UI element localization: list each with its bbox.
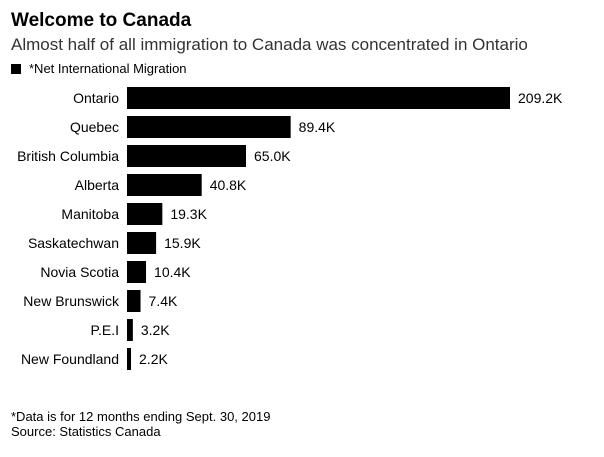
value-label: 7.4K <box>149 293 178 309</box>
legend-label: *Net International Migration <box>29 61 187 76</box>
bar <box>127 145 247 167</box>
bar <box>127 203 163 225</box>
bar <box>127 348 132 370</box>
bar <box>127 87 510 109</box>
footnote-note: *Data is for 12 months ending Sept. 30, … <box>11 409 271 424</box>
bar <box>127 290 141 312</box>
category-label: British Columbia <box>17 148 119 164</box>
bar <box>127 232 157 254</box>
category-label: P.E.I <box>90 322 119 338</box>
category-label: Manitoba <box>61 206 119 222</box>
chart-subtitle: Almost half of all immigration to Canada… <box>11 35 528 54</box>
category-label: Novia Scotia <box>40 264 119 280</box>
footnote-source: Source: Statistics Canada <box>11 424 161 439</box>
value-label: 15.9K <box>164 235 201 251</box>
bar <box>127 174 202 196</box>
value-label: 65.0K <box>254 148 291 164</box>
chart-title: Welcome to Canada <box>11 10 192 31</box>
legend: *Net International Migration <box>11 61 187 77</box>
value-label: 89.4K <box>299 119 336 135</box>
category-label: Alberta <box>75 177 120 193</box>
legend-swatch <box>11 64 21 74</box>
category-label: Saskatechwan <box>28 235 119 251</box>
bar <box>127 319 133 341</box>
footnote: *Data is for 12 months ending Sept. 30, … <box>11 409 270 439</box>
category-label: New Brunswick <box>23 293 120 309</box>
bar <box>127 261 147 283</box>
value-label: 40.8K <box>210 177 247 193</box>
value-label: 2.2K <box>139 351 168 367</box>
category-label: Ontario <box>73 90 119 106</box>
value-label: 19.3K <box>170 206 207 222</box>
value-label: 209.2K <box>518 90 563 106</box>
category-label: Quebec <box>70 119 119 135</box>
value-label: 10.4K <box>154 264 191 280</box>
category-label: New Foundland <box>21 351 119 367</box>
bar-chart: Ontario 209.2K Quebec 89.4K British Columbia… <box>17 87 563 370</box>
bar <box>127 116 291 138</box>
value-label: 3.2K <box>141 322 170 338</box>
